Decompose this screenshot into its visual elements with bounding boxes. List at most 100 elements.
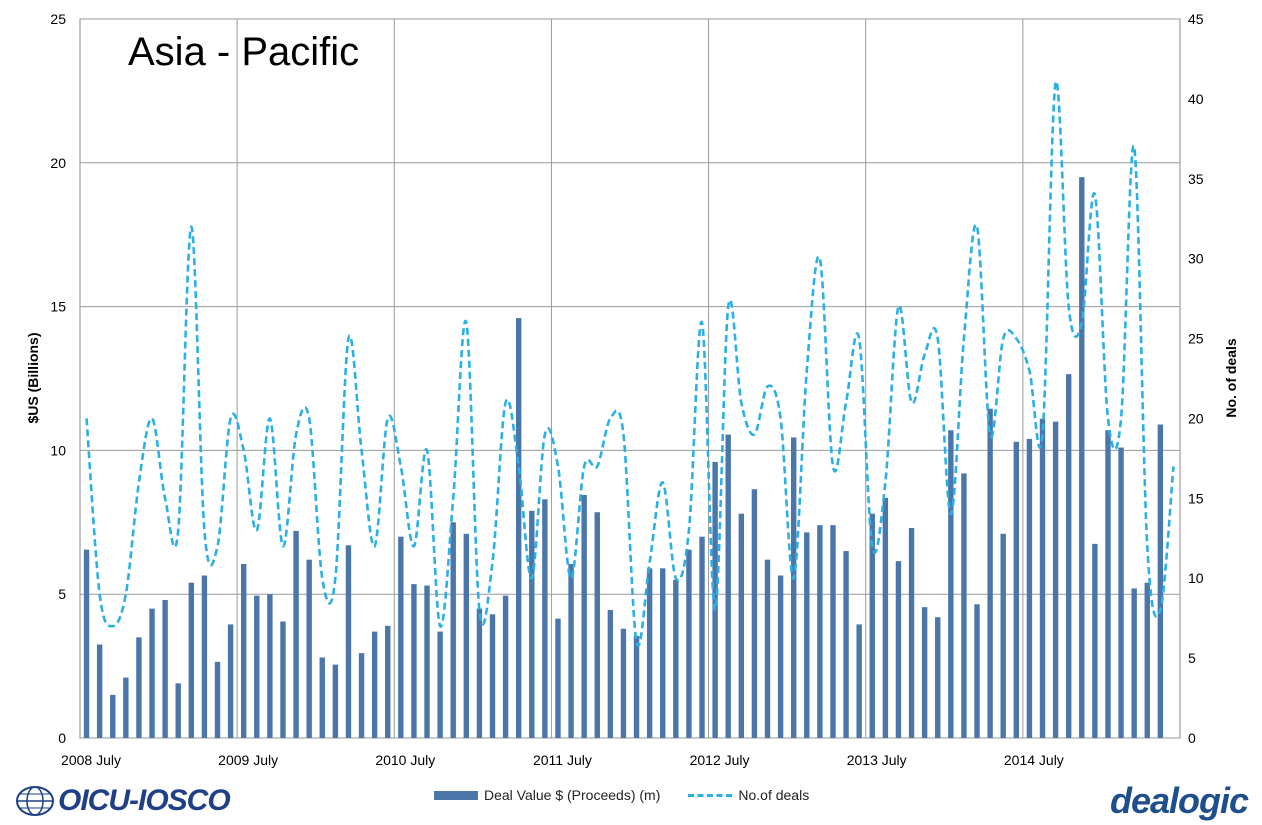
bar [869,513,875,738]
bar [1131,588,1137,738]
x-tick-label: 2011 July [533,752,592,768]
bar [908,528,915,738]
legend-label-deals: No.of deals [738,787,810,803]
bar [568,564,574,738]
y-tick-label: 0 [58,730,66,746]
bar [804,532,810,738]
y-tick-label: 25 [50,11,66,27]
dealogic-logo: dealogic [1109,780,1249,821]
axes: 0 5 10 15 20 25 0 5 10 15 20 25 30 35 40 45 2008 July 200… [50,11,1203,768]
bar [646,568,653,738]
y2-tick-label: 25 [1188,331,1204,347]
bar [935,617,941,738]
bar [149,608,155,738]
bar [214,661,221,738]
bar [738,513,745,738]
bar [1065,374,1072,738]
y2-tick-label: 20 [1188,410,1204,426]
bar [254,595,260,738]
bar [358,653,365,738]
bar [240,564,247,738]
bar [162,599,168,738]
bar [345,545,352,738]
bar [371,631,378,738]
bar [607,610,614,738]
bar [751,489,758,738]
x-tick-label: 2014 July [1004,752,1064,768]
bar [555,618,561,738]
bar [188,582,195,738]
bar [1026,438,1033,738]
bar [267,594,273,738]
bar [136,637,142,738]
y-tick-label: 15 [50,299,66,315]
bar [437,631,443,738]
bar [961,473,967,738]
y2-tick-label: 40 [1188,91,1204,107]
bar [1157,424,1164,738]
bar-series [83,177,1164,738]
bar [489,614,496,738]
bar [83,549,90,738]
bar [1118,447,1124,738]
bar [594,512,600,738]
bar [411,584,417,738]
bar [1039,418,1046,738]
y2-tick-label: 45 [1188,11,1204,27]
plot-area [79,18,1181,739]
bar [633,635,640,738]
bar [764,559,771,738]
bar [476,608,483,738]
bar [1052,421,1059,738]
line-series [85,80,1175,647]
x-tick-label: 2010 July [375,752,435,768]
bar [830,525,836,738]
bar [1079,177,1085,738]
bar [725,434,731,738]
bar [777,575,784,738]
legend-swatch-bars [434,790,478,800]
bar [1144,582,1150,738]
deals-line [85,80,1175,647]
legend-label-deal-value: Deal Value $ (Proceeds) (m) [484,787,661,803]
bar [398,536,404,738]
bar [882,497,889,738]
bar [895,561,902,738]
bar [1013,441,1020,738]
bar [581,494,587,738]
bar [424,585,430,738]
bar [673,579,679,738]
bar [123,677,129,738]
bar [712,461,718,738]
bar [332,664,339,738]
bar [921,607,928,738]
bar [227,624,234,738]
bar [699,536,705,738]
bar [319,657,325,738]
oicu-iosco-logo: OICU-IOSCO [14,783,231,819]
oicu-iosco-wordmark: OICU-IOSCO [58,784,231,817]
bar [856,624,862,738]
bar [1000,533,1006,738]
y2-tick-label: 30 [1188,251,1204,267]
bar [280,621,286,738]
bar [529,510,535,738]
chart-title: Asia - Pacific [128,30,360,74]
x-tick-label: 2009 July [218,752,278,768]
bar [790,437,797,738]
legend-swatch-line [688,793,733,797]
bar [293,530,299,738]
bar [201,575,208,738]
bar [502,595,509,738]
bar [175,683,181,738]
y2-tick-label: 35 [1188,171,1204,187]
y2-tick-label: 10 [1188,570,1204,586]
y-tick-label: 5 [58,586,66,602]
x-tick-label: 2013 July [847,752,907,768]
y2-tick-label: 15 [1188,490,1204,506]
bar [1105,430,1111,738]
bar [974,604,980,738]
legend: Deal Value $ (Proceeds) (m) No.of deals [434,787,809,803]
bar [987,408,993,738]
